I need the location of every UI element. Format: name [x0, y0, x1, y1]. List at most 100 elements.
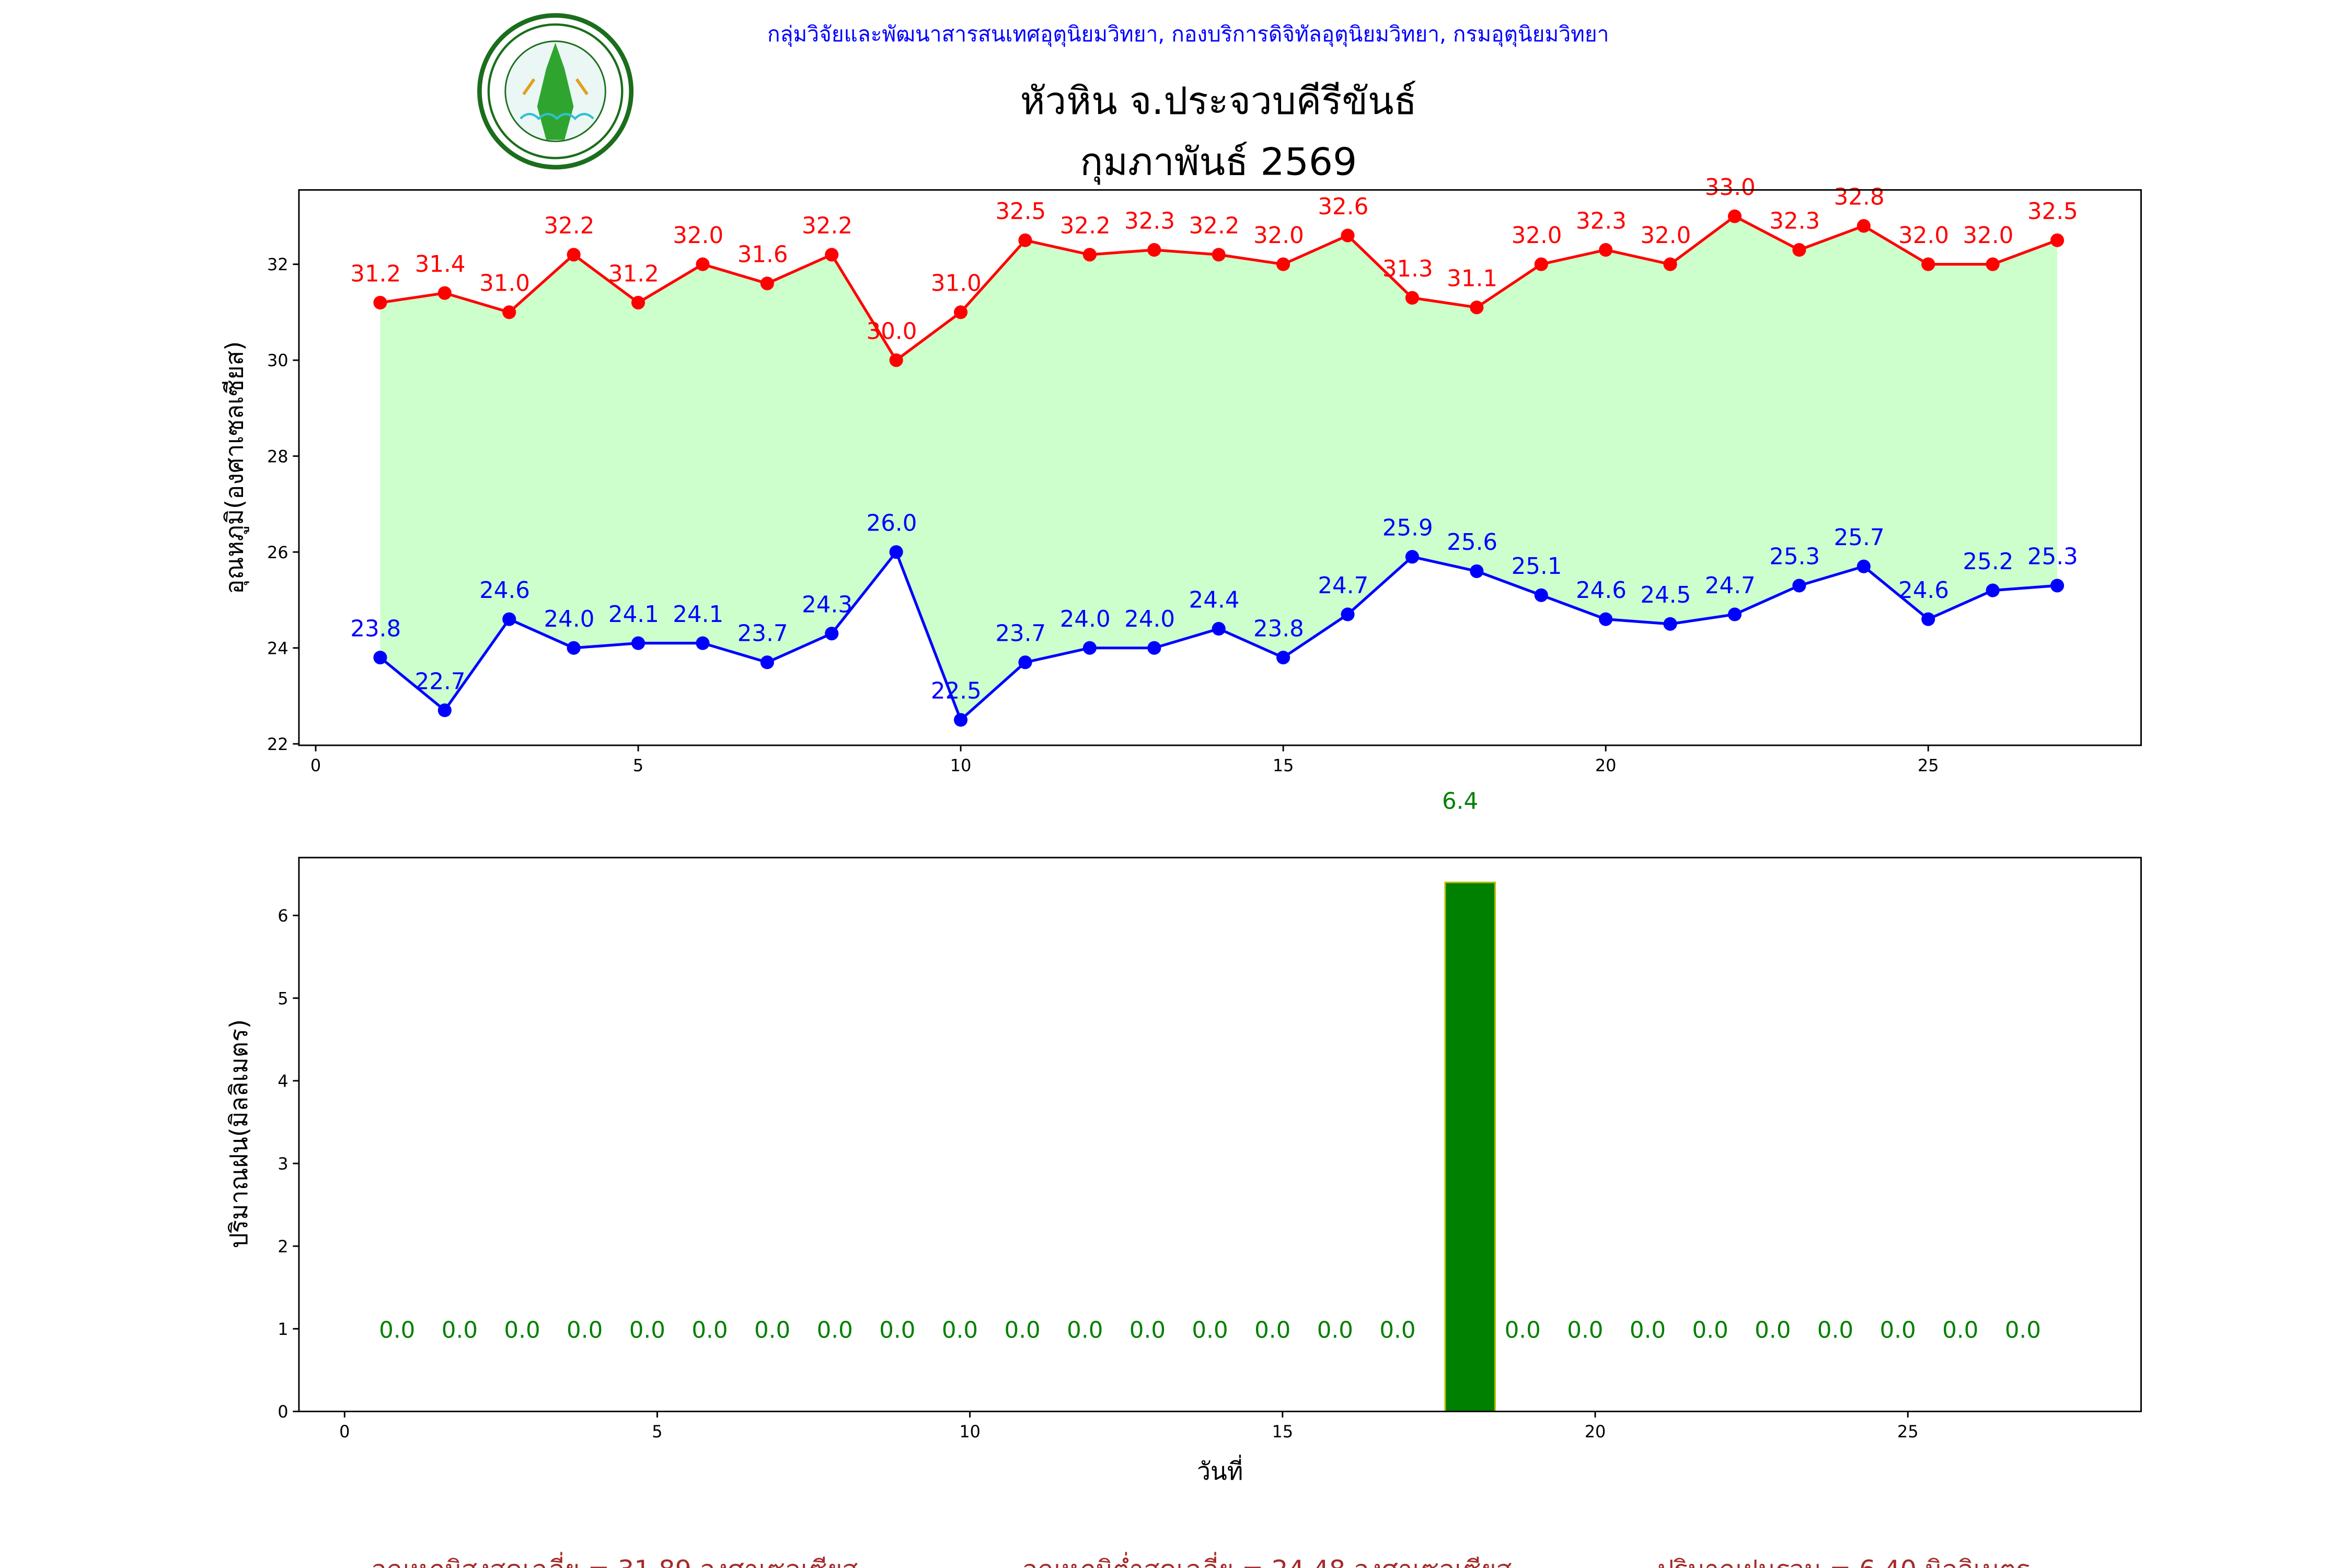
max-temp-point	[1792, 243, 1806, 257]
min-temp-label: 23.8	[1253, 616, 1304, 642]
min-temp-point	[825, 627, 839, 641]
rain-value-label: 0.0	[1567, 1318, 1603, 1344]
min-temp-point	[1018, 655, 1032, 670]
max-temp-point	[567, 248, 581, 262]
tmd-logo	[477, 13, 634, 170]
min-temp-point	[1276, 650, 1290, 665]
y-tick-label: 4	[278, 1071, 288, 1091]
max-temp-point	[760, 276, 774, 291]
max-temp-label: 31.3	[1382, 256, 1433, 282]
rain-value-label: 0.0	[691, 1318, 728, 1344]
max-temp-label: 31.6	[737, 242, 788, 268]
rain-value-label: 0.0	[1880, 1318, 1916, 1344]
max-temp-label: 31.2	[350, 261, 401, 287]
y-tick-label: 32	[267, 255, 289, 274]
max-temp-point	[2050, 233, 2065, 247]
footer-avg-min: อุณหภูมิต่ำสุดเฉลี่ย = 24.48 องศาเซลเซีย…	[1022, 1552, 1512, 1568]
x-tick-label: 0	[310, 755, 321, 775]
max-temp-point	[889, 353, 903, 367]
min-temp-label: 24.3	[802, 592, 852, 618]
min-temp-label: 24.6	[1898, 578, 1949, 604]
max-temp-point	[1663, 257, 1677, 271]
min-temp-label: 23.7	[737, 621, 788, 647]
min-temp-label: 23.7	[995, 621, 1046, 647]
max-temp-label: 32.2	[544, 213, 594, 239]
min-temp-point	[502, 612, 516, 626]
max-temp-label: 32.3	[1769, 208, 1820, 234]
y-tick-label: 28	[267, 446, 289, 466]
x-tick-label: 15	[1272, 1422, 1294, 1442]
max-temp-point	[1341, 228, 1355, 243]
min-temp-point	[1147, 641, 1161, 655]
chart-title-station: หัวหิน จ.ประจวบคีรีขันธ์	[1020, 79, 1417, 123]
min-temp-label: 26.0	[867, 511, 917, 537]
min-temp-point	[1599, 612, 1613, 626]
max-temp-label: 32.2	[1060, 213, 1111, 239]
y-tick-label: 6	[278, 906, 288, 926]
y-tick-label: 30	[267, 351, 289, 371]
max-temp-point	[1276, 257, 1290, 271]
min-temp-point	[567, 641, 581, 655]
max-temp-label: 31.2	[608, 261, 659, 287]
rainfall-x-label: วันที่	[1197, 1455, 1243, 1485]
min-temp-label: 25.7	[1834, 525, 1885, 551]
rain-value-label: 0.0	[1505, 1318, 1541, 1344]
min-temp-label: 24.4	[1189, 587, 1240, 613]
max-temp-point	[1727, 209, 1742, 223]
rain-value-label: 0.0	[629, 1318, 665, 1344]
min-temp-label: 25.6	[1447, 529, 1497, 556]
min-temp-point	[1470, 564, 1484, 578]
max-temp-point	[1018, 233, 1032, 247]
max-temp-point	[1405, 291, 1420, 305]
x-tick-label: 20	[1595, 755, 1617, 775]
min-temp-point	[889, 545, 903, 559]
max-temp-label: 32.2	[802, 213, 852, 239]
max-temp-point	[1147, 243, 1161, 257]
min-temp-point	[1857, 559, 1871, 573]
rain-value-label: 0.0	[754, 1318, 790, 1344]
x-tick-label: 10	[950, 755, 972, 775]
rain-value-label: 6.4	[1442, 789, 1478, 815]
plot-frame	[298, 857, 2142, 1412]
y-tick-label: 1	[278, 1319, 288, 1339]
temperature-chart: 31.2 31.4 31.0 32.2 31.2 32.0 31.6 32.2 30.0 31.0…	[267, 175, 2142, 775]
max-temp-label: 32.2	[1189, 213, 1240, 239]
max-temp-label: 32.6	[1318, 194, 1368, 220]
min-temp-label: 24.7	[1705, 573, 1756, 599]
max-temp-label: 32.5	[2027, 199, 2078, 225]
max-temp-point	[1921, 257, 1935, 271]
rain-value-label: 0.0	[1129, 1318, 1166, 1344]
y-tick-label: 0	[278, 1402, 288, 1422]
rain-value-label: 0.0	[1817, 1318, 1853, 1344]
x-tick-label: 10	[959, 1422, 981, 1442]
max-temp-point	[1986, 257, 2000, 271]
max-temp-label: 32.3	[1576, 208, 1627, 234]
max-temp-point	[825, 248, 839, 262]
max-temp-label: 32.0	[1898, 223, 1949, 249]
max-temp-label: 32.0	[1253, 223, 1304, 249]
rain-value-label: 0.0	[379, 1318, 415, 1344]
y-tick-label: 24	[267, 638, 289, 658]
min-temp-label: 25.3	[2027, 544, 2078, 570]
min-temp-label: 25.1	[1512, 554, 1562, 580]
rain-value-label: 0.0	[1005, 1318, 1041, 1344]
y-tick-label: 26	[267, 543, 289, 562]
min-temp-label: 24.1	[608, 602, 659, 628]
min-temp-point	[1534, 588, 1548, 602]
max-temp-label: 32.5	[995, 199, 1046, 225]
max-temp-point	[954, 305, 968, 319]
max-temp-label: 32.0	[1963, 223, 2013, 249]
min-temp-point	[373, 650, 387, 665]
max-temp-point	[437, 286, 452, 300]
min-temp-point	[1405, 550, 1420, 564]
min-temp-point	[1341, 607, 1355, 621]
rain-value-label: 0.0	[1630, 1318, 1666, 1344]
temperature-range-fill	[380, 216, 2058, 720]
y-tick-label: 3	[278, 1154, 288, 1174]
max-temp-point	[373, 295, 387, 310]
min-temp-label: 25.9	[1382, 515, 1433, 541]
max-temp-label: 31.0	[479, 271, 530, 297]
min-temp-point	[1212, 621, 1226, 636]
min-temp-label: 25.3	[1769, 544, 1820, 570]
